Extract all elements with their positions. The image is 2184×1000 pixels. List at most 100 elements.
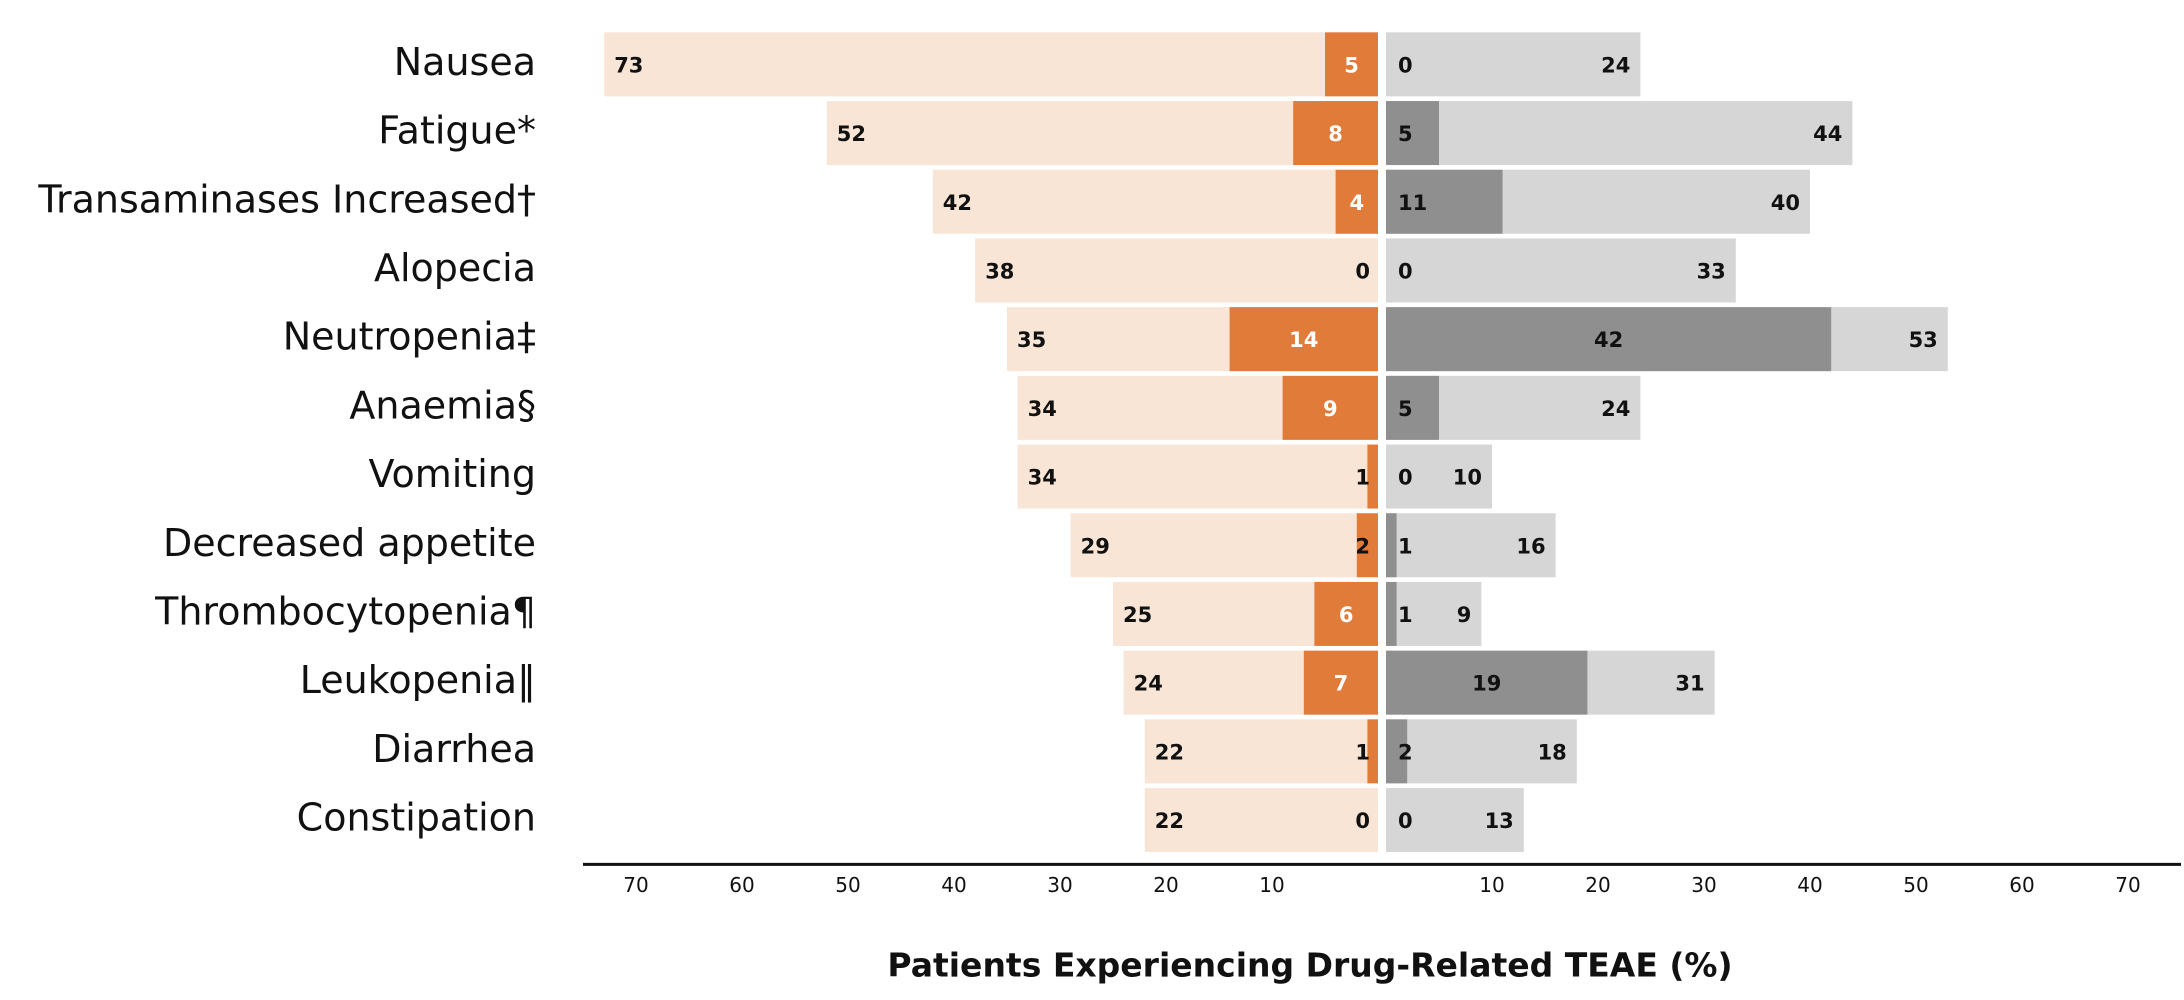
x-axis-label: Patients Experiencing Drug-Related TEAE … xyxy=(887,946,1732,985)
value-label: 25 xyxy=(1123,603,1152,627)
bar xyxy=(1386,307,1832,372)
x-tick-label: 50 xyxy=(835,873,860,897)
bar xyxy=(1282,375,1378,440)
x-tick-label: 30 xyxy=(1691,873,1716,897)
value-label: 0 xyxy=(1355,259,1370,283)
bar xyxy=(1356,513,1378,578)
value-label: 73 xyxy=(614,53,643,77)
value-label: 5 xyxy=(1344,53,1359,77)
category-label: Alopecia xyxy=(374,246,536,290)
bar xyxy=(1386,513,1397,578)
bar xyxy=(1070,513,1378,578)
x-tick-label: 60 xyxy=(729,873,754,897)
value-label: 1 xyxy=(1398,534,1413,558)
value-label: 0 xyxy=(1398,53,1413,77)
bar xyxy=(1386,32,1641,97)
value-label: 16 xyxy=(1516,534,1545,558)
value-label: 34 xyxy=(1028,397,1057,421)
value-label: 35 xyxy=(1017,328,1046,352)
bar xyxy=(1386,444,1492,509)
bar xyxy=(826,101,1378,166)
value-label: 2 xyxy=(1355,534,1370,558)
value-label: 40 xyxy=(1771,191,1800,215)
category-label: Thrombocytopenia¶ xyxy=(154,589,536,633)
value-label: 4 xyxy=(1349,191,1364,215)
x-tick-label: 20 xyxy=(1585,873,1610,897)
value-label: 44 xyxy=(1813,122,1842,146)
bar xyxy=(1144,788,1378,853)
value-label: 0 xyxy=(1398,466,1413,490)
bar xyxy=(1367,719,1378,784)
bar xyxy=(1386,375,1439,440)
value-label: 19 xyxy=(1472,672,1501,696)
value-label: 1 xyxy=(1398,603,1413,627)
x-tick-label: 10 xyxy=(1259,873,1284,897)
value-label: 31 xyxy=(1675,672,1704,696)
category-label: Diarrhea xyxy=(372,727,536,771)
x-tick-label: 50 xyxy=(1903,873,1928,897)
x-tick-label: 40 xyxy=(1797,873,1822,897)
value-label: 7 xyxy=(1334,672,1349,696)
value-label: 24 xyxy=(1601,397,1630,421)
bar xyxy=(1386,581,1482,646)
value-label: 2 xyxy=(1398,740,1413,764)
value-label: 14 xyxy=(1289,328,1318,352)
category-label: Neutropenia‡ xyxy=(283,315,536,359)
value-label: 5 xyxy=(1398,397,1413,421)
value-label: 11 xyxy=(1398,191,1427,215)
value-label: 22 xyxy=(1155,809,1184,833)
value-label: 10 xyxy=(1453,466,1482,490)
x-tick-label: 70 xyxy=(2115,873,2140,897)
value-label: 9 xyxy=(1323,397,1338,421)
bar xyxy=(1386,650,1588,715)
x-tick-label: 40 xyxy=(941,873,966,897)
bar xyxy=(1386,101,1439,166)
bar xyxy=(1314,581,1378,646)
value-label: 24 xyxy=(1601,53,1630,77)
category-label: Constipation xyxy=(297,796,536,840)
bar xyxy=(1293,101,1378,166)
x-tick-label: 60 xyxy=(2009,873,2034,897)
bar xyxy=(1335,169,1378,234)
bar xyxy=(1386,169,1503,234)
bar xyxy=(1386,513,1556,578)
category-label: Fatigue* xyxy=(378,109,536,153)
bar xyxy=(1017,444,1378,509)
value-label: 5 xyxy=(1398,122,1413,146)
value-label: 13 xyxy=(1485,809,1514,833)
value-label: 42 xyxy=(943,191,972,215)
category-label: Leukopenia‖ xyxy=(300,658,536,703)
x-tick-label: 30 xyxy=(1047,873,1072,897)
bar xyxy=(1325,32,1378,97)
category-label: Vomiting xyxy=(368,452,536,496)
value-label: 38 xyxy=(985,259,1014,283)
value-label: 34 xyxy=(1028,466,1057,490)
value-label: 8 xyxy=(1328,122,1343,146)
x-tick-label: 70 xyxy=(623,873,648,897)
x-tick-label: 20 xyxy=(1153,873,1178,897)
bar xyxy=(1386,719,1577,784)
bar xyxy=(1367,444,1378,509)
value-label: 1 xyxy=(1355,466,1370,490)
bar xyxy=(1229,307,1378,372)
value-label: 53 xyxy=(1909,328,1938,352)
category-label: Transaminases Increased† xyxy=(37,177,536,221)
bar xyxy=(1144,719,1378,784)
bar xyxy=(1386,101,1853,166)
value-label: 18 xyxy=(1538,740,1567,764)
value-label: 22 xyxy=(1155,740,1184,764)
bar xyxy=(1386,719,1408,784)
value-label: 33 xyxy=(1697,259,1726,283)
value-label: 0 xyxy=(1398,259,1413,283)
bar xyxy=(1386,581,1397,646)
x-tick-label: 10 xyxy=(1479,873,1504,897)
value-label: 24 xyxy=(1134,672,1163,696)
value-label: 6 xyxy=(1339,603,1354,627)
value-label: 52 xyxy=(837,122,866,146)
category-label: Anaemia§ xyxy=(349,383,536,427)
category-label: Nausea xyxy=(394,40,536,84)
value-label: 29 xyxy=(1081,534,1110,558)
value-label: 0 xyxy=(1398,809,1413,833)
bar xyxy=(1386,788,1524,853)
